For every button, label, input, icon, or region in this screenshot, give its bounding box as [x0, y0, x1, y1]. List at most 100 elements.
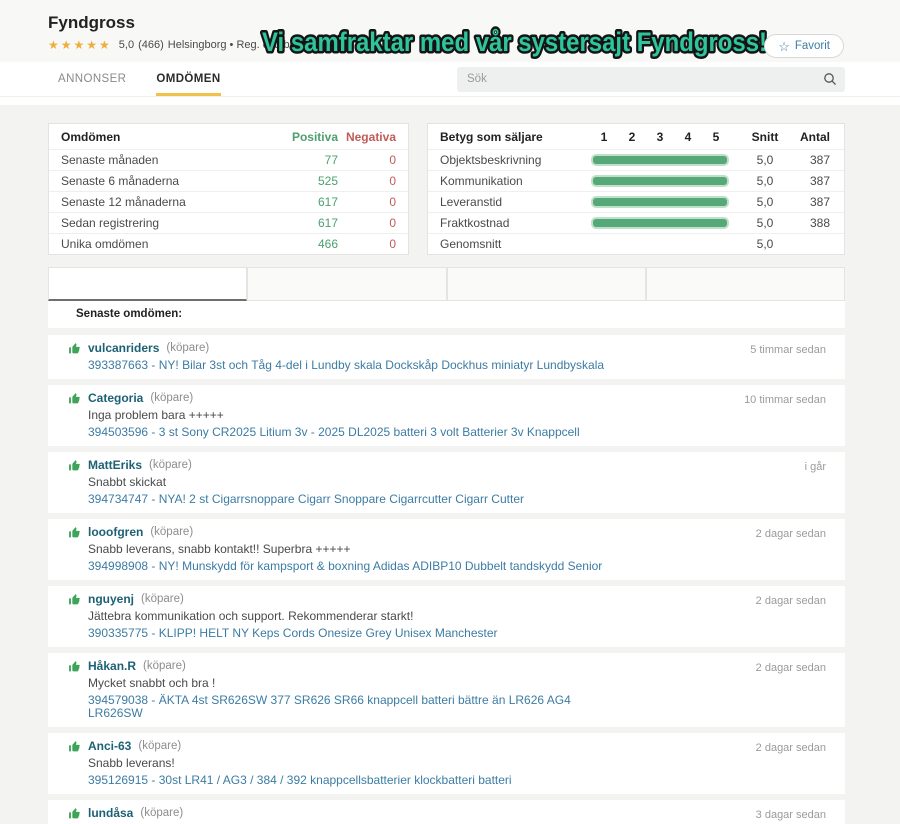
- review-tab[interactable]: [645, 267, 845, 301]
- review-filter: Senaste omdömen:: [48, 301, 845, 328]
- promo-banner-text: Vi samfraktar med vår systersajt Fyndgro…: [262, 27, 767, 57]
- review-username[interactable]: looofgren: [88, 525, 144, 539]
- rating-row-avg: 5,0: [756, 153, 774, 167]
- rating-table-row: Leveranstid 5,0 387: [428, 191, 844, 212]
- review-role: (köpare): [150, 392, 194, 404]
- stats-table-row: Unika omdömen 466 0: [49, 233, 408, 254]
- review-comment: Mycket snabbt och bra !: [88, 676, 216, 690]
- review-item-link[interactable]: 393387663 - NY! Bilar 3st och Tåg 4-del …: [88, 358, 605, 372]
- tab-annonser[interactable]: ANNONSER: [58, 72, 127, 85]
- review-item-link[interactable]: 394734747 - NYA! 2 st Cigarrsnoppare Cig…: [88, 492, 524, 506]
- thumbs-up-icon: [69, 661, 80, 672]
- stats-row-positive: 617: [317, 216, 338, 230]
- stats-table-row: Senaste månaden 77 0: [49, 149, 408, 170]
- rating-row-count: 387: [809, 195, 830, 209]
- seller-ratings-table: Betyg som säljare 1 2 3 4 5 Snitt Antal Obje…: [427, 123, 845, 255]
- review-item-link[interactable]: 390335775 - KLIPP! HELT NY Keps Cords On…: [88, 626, 498, 640]
- stats-row-positive: 525: [317, 174, 338, 188]
- review-role: (köpare): [166, 342, 210, 354]
- review-timestamp: 2 dagar sedan: [755, 662, 826, 674]
- review-comment: Snabb leverans!: [88, 756, 175, 770]
- rating-value: 5,0: [118, 39, 135, 51]
- ratings-table-body: Objektsbeskrivning 5,0 387 Kommunikation…: [428, 149, 844, 233]
- footer-label: Genomsnitt: [440, 237, 502, 251]
- review-comment: Inga problem bara +++++: [88, 408, 224, 422]
- page-title: Fyndgross: [48, 13, 135, 32]
- thumbs-up-icon: [69, 741, 80, 752]
- rating-table-row: Fraktkostnad 5,0 388: [428, 212, 844, 233]
- favorite-star-icon: ☆: [778, 38, 790, 54]
- col-avg: Snitt: [751, 130, 779, 144]
- review-username[interactable]: Anci-63: [88, 739, 132, 753]
- review-username[interactable]: Categoria: [88, 391, 144, 405]
- scale-value: 3: [656, 130, 664, 144]
- stats-row-positive: 77: [324, 153, 338, 167]
- col-count: Antal: [800, 130, 830, 144]
- review-username[interactable]: vulcanriders: [88, 341, 160, 355]
- review-username[interactable]: MattEriks: [88, 458, 143, 472]
- review-username[interactable]: lundåsa: [88, 806, 134, 820]
- scale-value: 2: [628, 130, 636, 144]
- rating-row-avg: 5,0: [756, 195, 774, 209]
- rating-summary: ★★★★★ 5,0 (466) Helsingborg • Reg. oktob…: [48, 38, 900, 52]
- thumbs-up-icon: [69, 808, 80, 819]
- stats-row-label: Senaste 6 månaderna: [61, 174, 180, 188]
- footer-avg: 5,0: [756, 237, 774, 251]
- stats-row-positive: 466: [317, 237, 338, 251]
- stats-row-negative: 0: [389, 216, 396, 230]
- review-row: MattEriks (köpare) i går Snabbt skickat …: [48, 452, 845, 513]
- review-item-link[interactable]: 394503596 - 3 st Sony CR2025 Litium 3v -…: [88, 425, 580, 439]
- ratings-title: Betyg som säljare: [440, 130, 543, 144]
- review-tab[interactable]: [446, 267, 646, 301]
- stats-table-row: Senaste 6 månaderna 525 0: [49, 170, 408, 191]
- review-role: (köpare): [141, 593, 184, 605]
- stats-row-negative: 0: [389, 174, 396, 188]
- table-header: Omdömen Positiva Negativa: [49, 124, 408, 149]
- tab-omdomen[interactable]: OMDÖMEN: [156, 62, 221, 96]
- review-item-link[interactable]: 394998908 - NY! Munskydd för kampsport &…: [88, 559, 603, 573]
- review-comment: Jättebra kommunikation och support. Reko…: [88, 609, 414, 623]
- search-input[interactable]: [457, 66, 845, 92]
- review-timestamp: 2 dagar sedan: [755, 742, 826, 754]
- rating-table-row: Kommunikation 5,0 387: [428, 170, 844, 191]
- review-timestamp: 2 dagar sedan: [755, 595, 826, 607]
- stats-title: Omdömen: [61, 130, 121, 144]
- review-timestamp: 10 timmar sedan: [744, 394, 826, 406]
- divider: [0, 97, 900, 105]
- rating-row-label: Objektsbeskrivning: [440, 153, 542, 167]
- review-item-link[interactable]: 394579038 - ÄKTA 4st SR626SW 377 SR626 S…: [88, 693, 571, 720]
- review-role: (köpare): [138, 740, 182, 752]
- rating-row-label: Kommunikation: [440, 174, 523, 188]
- statistics-section: Omdömen Positiva Negativa Senaste månade…: [48, 123, 845, 255]
- review-username[interactable]: nguyenj: [88, 592, 135, 606]
- review-tab[interactable]: [48, 267, 248, 301]
- promo-banner: Vi samfraktar med vår systersajt Fyndgro…: [260, 25, 770, 60]
- review-timestamp: 5 timmar sedan: [750, 344, 826, 356]
- review-timestamp: i går: [804, 461, 826, 473]
- review-username[interactable]: Håkan.R: [88, 659, 137, 673]
- review-row: nguyenj (köpare) 2 dagar sedan Jättebra …: [48, 586, 845, 647]
- filter-options: [196, 308, 224, 320]
- stats-table-body: Senaste månaden 77 0 Senaste 6 månaderna…: [49, 149, 408, 254]
- rating-row-label: Fraktkostnad: [440, 216, 510, 230]
- favorite-button[interactable]: ☆ Favorit: [764, 34, 844, 58]
- review-role: (köpare): [140, 807, 184, 819]
- rating-bar: [591, 217, 729, 229]
- review-item-link[interactable]: 395126915 - 30st LR41 / AG3 / 384 / 392 …: [88, 773, 512, 787]
- review-row: vulcanriders (köpare) 5 timmar sedan 393…: [48, 335, 845, 379]
- stats-table-row: Senaste 12 månaderna 617 0: [49, 191, 408, 212]
- col-positive: Positiva: [291, 130, 338, 144]
- rating-row-avg: 5,0: [756, 174, 774, 188]
- search-icon[interactable]: [823, 72, 837, 86]
- review-row: Categoria (köpare) 10 timmar sedan Inga …: [48, 385, 845, 446]
- thumbs-up-icon: [69, 594, 80, 605]
- review-role: (köpare): [143, 660, 186, 672]
- profile-tabbar: ANNONSER OMDÖMEN: [0, 62, 900, 97]
- stats-table-row: Sedan registrering 617 0: [49, 212, 408, 233]
- review-timestamp: 3 dagar sedan: [755, 809, 826, 821]
- review-row: Håkan.R (köpare) 2 dagar sedan Mycket sn…: [48, 653, 845, 727]
- review-row: lundåsa (köpare) 3 dagar sedan 395580975…: [48, 800, 845, 824]
- review-timestamp: 2 dagar sedan: [755, 528, 826, 540]
- rating-row-label: Leveranstid: [440, 195, 503, 209]
- review-tab[interactable]: [247, 267, 447, 301]
